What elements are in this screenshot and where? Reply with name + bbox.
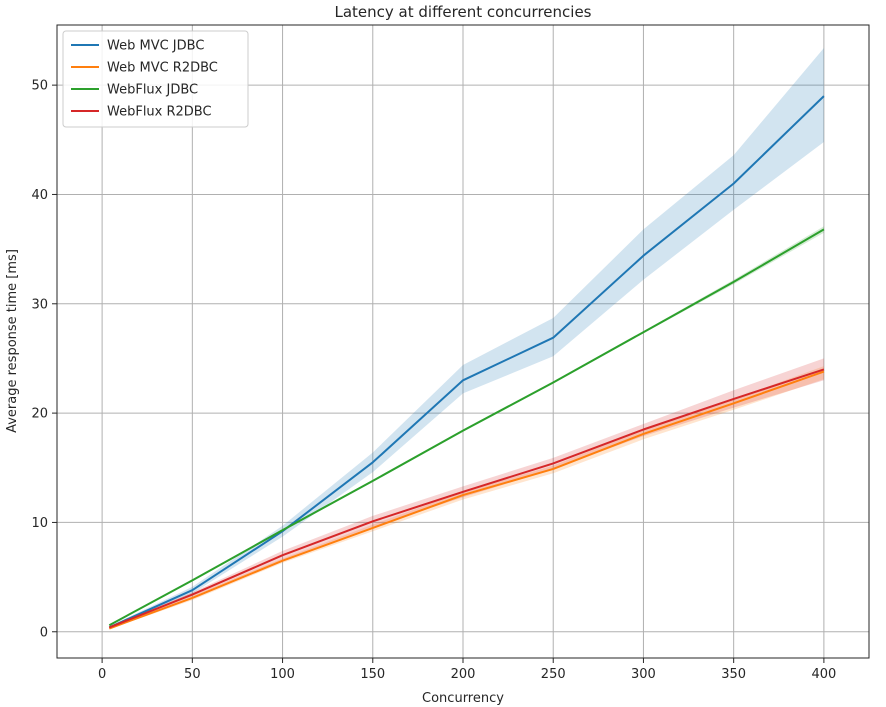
legend-label: WebFlux JDBC xyxy=(107,83,198,98)
line-webflux-r2dbc xyxy=(108,368,825,629)
y-tick-label: 0 xyxy=(40,625,48,640)
chart-title: Latency at different concurrencies xyxy=(335,3,592,21)
y-axis-label: Average response time [ms] xyxy=(5,249,20,433)
y-axis-ticks: 0 10 20 30 40 50 xyxy=(31,79,57,640)
legend-label: Web MVC R2DBC xyxy=(107,61,218,76)
legend-box xyxy=(62,30,249,128)
y-tick-label: 50 xyxy=(31,79,48,94)
confidence-bands xyxy=(109,48,824,629)
band-web-mvc-r2dbc xyxy=(109,366,824,629)
x-tick-label: 200 xyxy=(451,667,476,682)
grid xyxy=(57,25,869,658)
line-web-mvc-jdbc xyxy=(108,95,825,629)
x-tick-label: 300 xyxy=(631,667,656,682)
y-tick-label: 40 xyxy=(31,188,48,203)
line-webflux-jdbc xyxy=(108,228,825,627)
y-tick-label: 20 xyxy=(31,407,48,422)
legend-label: WebFlux R2DBC xyxy=(107,105,212,120)
x-axis-ticks: 0 50 100 150 200 250 300 350 400 xyxy=(98,658,836,682)
x-tick-label: 250 xyxy=(541,667,566,682)
x-tick-label: 100 xyxy=(270,667,295,682)
x-axis-label: Concurrency xyxy=(422,691,504,706)
x-tick-label: 150 xyxy=(360,667,385,682)
x-tick-label: 50 xyxy=(184,667,201,682)
x-tick-label: 400 xyxy=(811,667,836,682)
band-webflux-jdbc xyxy=(109,226,824,626)
series-lines xyxy=(108,95,825,630)
x-tick-label: 350 xyxy=(721,667,746,682)
band-web-mvc-jdbc xyxy=(109,48,824,629)
y-tick-label: 30 xyxy=(31,297,48,312)
line-web-mvc-r2dbc xyxy=(108,370,825,630)
x-tick-label: 0 xyxy=(98,667,106,682)
legend: Web MVC JDBC Web MVC R2DBC WebFlux JDBC Web… xyxy=(62,30,249,128)
y-tick-label: 10 xyxy=(31,516,48,531)
legend-label: Web MVC JDBC xyxy=(107,39,204,54)
